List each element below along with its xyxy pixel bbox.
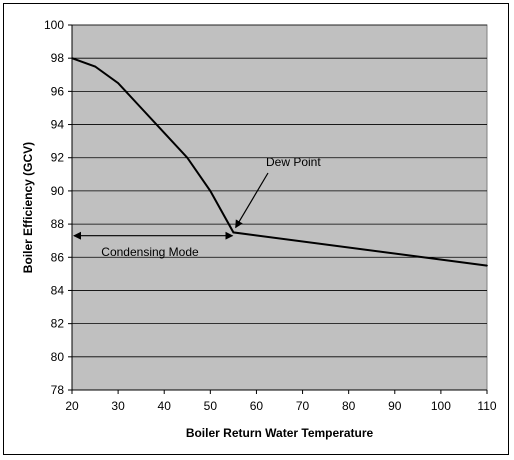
data-point [117,82,119,84]
y-tick-label: 82 [51,317,65,331]
data-point [486,264,488,267]
y-tick-label: 84 [51,283,65,297]
x-tick-label: 20 [65,399,79,413]
y-tick-label: 80 [51,350,65,364]
y-tick-label: 90 [51,184,65,198]
x-tick-label: 80 [342,399,356,413]
y-tick-labels: 78 80 82 84 86 88 90 92 94 96 98 100 [44,18,64,397]
axes [71,25,487,391]
gridlines [68,24,487,391]
data-point [186,156,189,159]
x-tick-label: 60 [250,399,264,413]
x-tick-label: 50 [204,399,218,413]
x-tick-label: 90 [388,399,402,413]
y-tick-label: 100 [44,18,64,32]
x-tick-label: 40 [158,399,172,413]
data-point [232,231,235,234]
data-point [71,57,73,59]
y-tick-label: 96 [51,84,65,98]
data-point [94,65,96,68]
x-axis-title: Boiler Return Water Temperature [186,426,374,440]
x-tick-label: 70 [296,399,310,413]
data-point [163,132,166,134]
dew-point-arrow [235,172,269,229]
dew-point-label: Dew Point [266,155,321,169]
data-points [71,57,488,267]
condensing-mode-label: Condensing Mode [101,245,199,259]
y-tick-label: 94 [51,118,65,132]
y-tick-label: 98 [51,51,65,65]
x-tick-label: 110 [477,399,496,413]
x-tick-label: 100 [431,399,451,413]
data-point [140,107,142,109]
y-tick-label: 78 [51,383,65,397]
x-tick-labels: 20 30 40 50 60 70 80 90 100 110 [65,390,497,413]
plot-area [71,24,488,391]
x-tick-label: 30 [111,399,125,413]
y-tick-label: 86 [51,250,65,264]
y-tick-label: 88 [51,217,65,231]
y-axis-title: Boiler Efficiency (GCV) [21,142,35,273]
data-point [209,190,212,192]
y-tick-label: 92 [51,151,65,165]
